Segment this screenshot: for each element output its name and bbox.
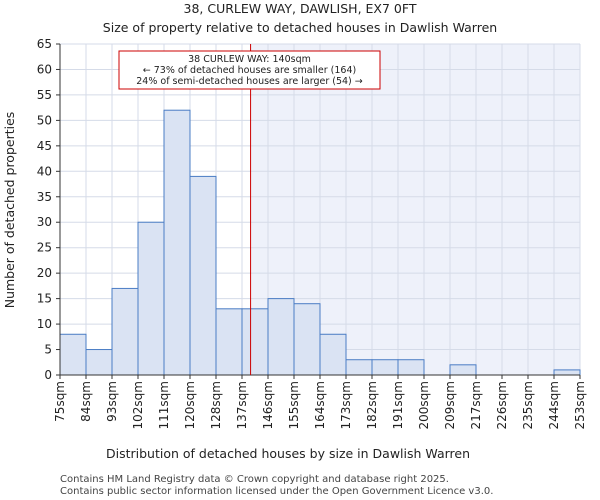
plot-area: 0 5 10 15 20 25 30 35 40 45 50 55 60 65 75sqm 84sqm 93sq… bbox=[37, 37, 587, 429]
bar bbox=[345, 359, 373, 376]
x-tick-label: 173sqm bbox=[339, 381, 353, 429]
y-tick-label: 65 bbox=[37, 37, 52, 51]
x-tick-label: 209sqm bbox=[443, 381, 457, 429]
y-tick-label: 20 bbox=[37, 266, 52, 280]
y-tick-label: 35 bbox=[37, 190, 52, 204]
x-tick-label: 155sqm bbox=[287, 381, 301, 429]
y-axis-label: Number of detached properties bbox=[2, 112, 17, 309]
bar bbox=[59, 333, 87, 376]
chart-subtitle: Size of property relative to detached ho… bbox=[103, 20, 497, 35]
y-tick-label: 30 bbox=[37, 215, 52, 229]
bar bbox=[553, 369, 581, 376]
bar bbox=[371, 359, 399, 376]
footer-line-1: Contains HM Land Registry data © Crown c… bbox=[60, 474, 449, 485]
x-tick-label: 128sqm bbox=[209, 381, 223, 429]
bar bbox=[319, 333, 347, 376]
y-tick-label: 60 bbox=[37, 62, 52, 76]
bar bbox=[241, 308, 269, 376]
y-tick-label: 50 bbox=[37, 113, 52, 127]
x-tick-label: 182sqm bbox=[365, 381, 379, 429]
x-tick-label: 191sqm bbox=[391, 381, 405, 429]
y-tick-label: 55 bbox=[37, 88, 52, 102]
bar bbox=[449, 364, 477, 376]
y-tick-label: 25 bbox=[37, 241, 52, 255]
y-tick-label: 40 bbox=[37, 164, 52, 178]
y-tick-label: 0 bbox=[44, 368, 52, 382]
bar bbox=[111, 287, 139, 376]
x-tick-label: 120sqm bbox=[183, 381, 197, 429]
x-tick-label: 84sqm bbox=[79, 381, 93, 422]
annotation-line: 38 CURLEW WAY: 140sqm bbox=[188, 54, 311, 65]
y-tick-label: 5 bbox=[44, 343, 52, 357]
x-tick-label: 111sqm bbox=[157, 381, 171, 429]
x-tick-label: 226sqm bbox=[495, 381, 509, 429]
y-tick-label: 10 bbox=[37, 317, 52, 331]
chart-title: 38, CURLEW WAY, DAWLISH, EX7 0FT bbox=[184, 1, 417, 16]
x-tick-label: 75sqm bbox=[53, 381, 67, 422]
x-tick-label: 253sqm bbox=[573, 381, 587, 429]
x-tick-label: 200sqm bbox=[417, 381, 431, 429]
bar bbox=[267, 298, 295, 376]
bar bbox=[85, 349, 113, 376]
footer-line-2: Contains public sector information licen… bbox=[60, 486, 493, 497]
x-tick-label: 164sqm bbox=[313, 381, 327, 429]
x-tick-label: 137sqm bbox=[235, 381, 249, 429]
x-axis-label: Distribution of detached houses by size … bbox=[106, 446, 470, 461]
x-tick-label: 146sqm bbox=[261, 381, 275, 429]
bar bbox=[397, 359, 425, 376]
bar bbox=[163, 109, 191, 376]
bar bbox=[293, 303, 321, 376]
bar bbox=[215, 308, 243, 376]
annotation-line: ← 73% of detached houses are smaller (16… bbox=[143, 65, 356, 76]
annotation-box bbox=[118, 50, 381, 90]
x-tick-label: 217sqm bbox=[469, 381, 483, 429]
y-tick-label: 45 bbox=[37, 139, 52, 153]
y-tick-label: 15 bbox=[37, 292, 52, 306]
bar bbox=[137, 221, 165, 376]
x-tick-label: 244sqm bbox=[547, 381, 561, 429]
x-tick-label: 235sqm bbox=[521, 381, 535, 429]
bar bbox=[189, 175, 217, 376]
x-tick-label: 102sqm bbox=[131, 381, 145, 429]
x-tick-label: 93sqm bbox=[105, 381, 119, 422]
annotation-line: 24% of semi-detached houses are larger (… bbox=[136, 76, 363, 87]
